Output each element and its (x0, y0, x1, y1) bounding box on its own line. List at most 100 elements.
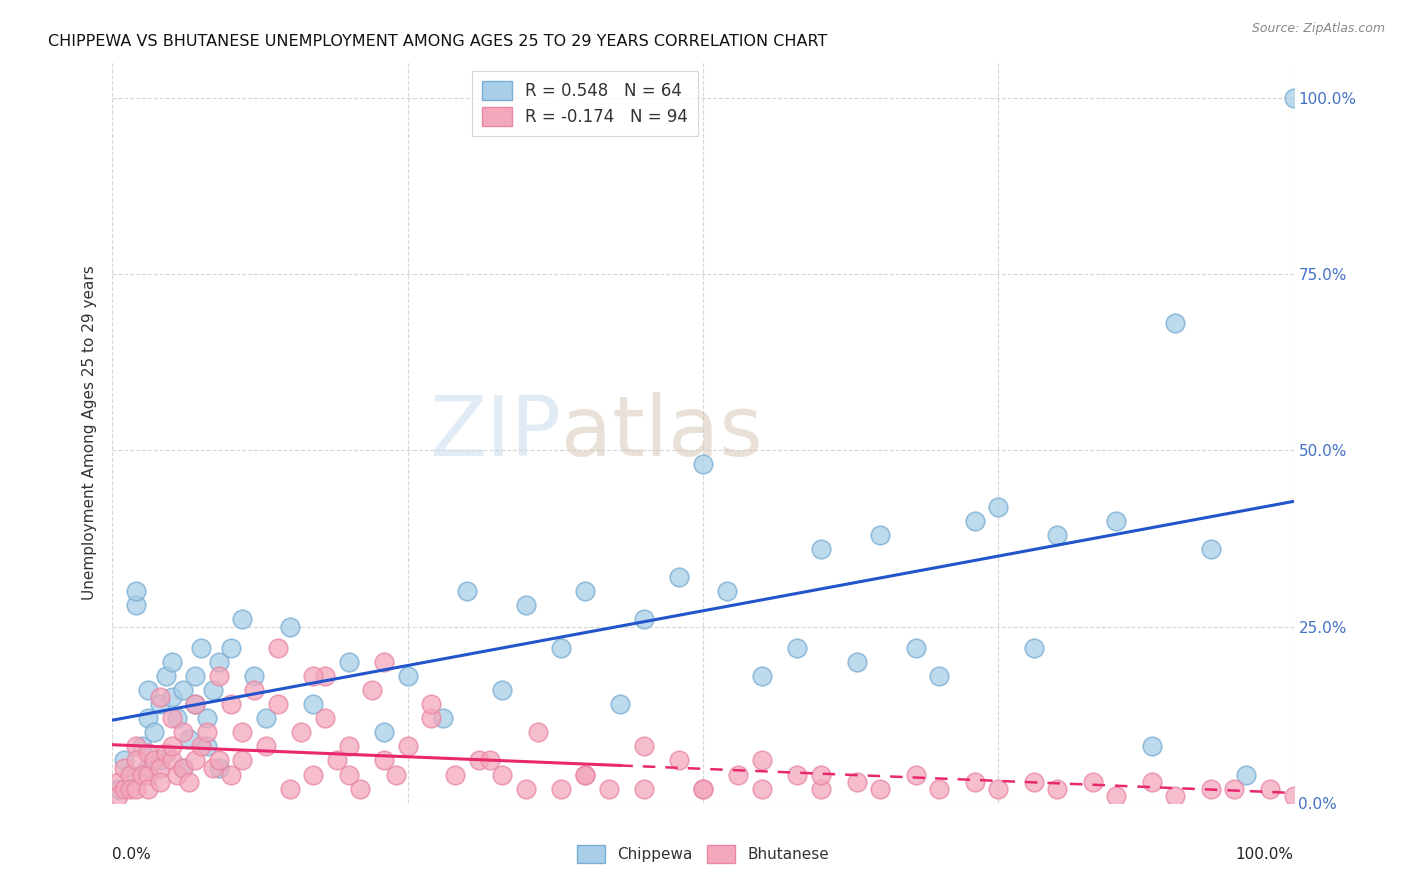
Point (302, 697, 325, 711)
Point (136, 683, 159, 698)
Point (208, 655, 231, 669)
Point (125, 754, 148, 768)
Point (668, 570, 690, 584)
Point (179, 732, 201, 747)
Point (155, 747, 177, 761)
Point (1046, 528, 1069, 542)
Point (278, 619, 301, 633)
Point (314, 711, 336, 725)
Point (598, 781, 620, 796)
Point (349, 781, 371, 796)
Point (373, 655, 395, 669)
Point (928, 781, 950, 796)
Point (184, 669, 207, 683)
Point (125, 739, 148, 754)
Point (396, 739, 419, 754)
Point (142, 754, 165, 768)
Point (107, 789, 129, 803)
Point (1282, 789, 1305, 803)
Point (195, 739, 218, 754)
Point (1199, 781, 1222, 796)
Point (160, 655, 183, 669)
Point (574, 584, 596, 599)
Point (302, 669, 325, 683)
Point (208, 760, 231, 774)
Point (243, 669, 266, 683)
Point (869, 528, 891, 542)
Point (267, 640, 290, 655)
Point (337, 739, 360, 754)
Point (125, 584, 148, 599)
Point (515, 781, 537, 796)
Point (195, 725, 218, 739)
Point (727, 767, 749, 781)
Point (326, 754, 349, 768)
Point (1022, 774, 1045, 789)
Point (120, 781, 142, 796)
Y-axis label: Unemployment Among Ages 25 to 29 years: Unemployment Among Ages 25 to 29 years (82, 265, 97, 600)
Point (904, 640, 927, 655)
Point (112, 781, 135, 796)
Point (928, 669, 950, 683)
Text: ZIP: ZIP (429, 392, 561, 473)
Point (810, 541, 832, 556)
Point (692, 781, 714, 796)
Point (231, 612, 253, 626)
Point (219, 640, 242, 655)
Point (869, 781, 891, 796)
Point (751, 754, 773, 768)
Point (786, 767, 808, 781)
Point (160, 711, 183, 725)
Point (149, 774, 172, 789)
Point (254, 711, 277, 725)
Point (125, 599, 148, 613)
Point (136, 747, 159, 761)
Point (208, 669, 231, 683)
Point (184, 754, 207, 768)
Point (1105, 789, 1128, 803)
Point (373, 725, 395, 739)
Point (373, 754, 395, 768)
Point (574, 767, 596, 781)
Point (1164, 789, 1187, 803)
Point (136, 760, 159, 774)
Text: CHIPPEWA VS BHUTANESE UNEMPLOYMENT AMONG AGES 25 TO 29 YEARS CORRELATION CHART: CHIPPEWA VS BHUTANESE UNEMPLOYMENT AMONG… (48, 34, 827, 49)
Point (396, 669, 419, 683)
Point (751, 669, 773, 683)
Point (190, 640, 212, 655)
Point (160, 690, 183, 704)
Point (190, 739, 212, 754)
Point (172, 725, 194, 739)
Point (278, 781, 301, 796)
Point (201, 760, 224, 774)
Point (1199, 541, 1222, 556)
Point (112, 760, 135, 774)
Point (963, 774, 986, 789)
Point (550, 781, 572, 796)
Point (1140, 739, 1163, 754)
Point (633, 781, 655, 796)
Point (456, 584, 478, 599)
Point (314, 669, 336, 683)
Point (290, 725, 312, 739)
Point (107, 774, 129, 789)
Point (172, 683, 194, 698)
Point (526, 725, 548, 739)
Point (231, 754, 253, 768)
Point (184, 697, 207, 711)
Point (149, 760, 172, 774)
Point (149, 697, 172, 711)
Point (1022, 640, 1045, 655)
Point (1046, 781, 1069, 796)
Point (131, 767, 153, 781)
Point (491, 767, 513, 781)
Point (131, 739, 153, 754)
Point (467, 754, 489, 768)
Point (574, 767, 596, 781)
Point (267, 697, 290, 711)
Point (515, 599, 537, 613)
Point (125, 781, 148, 796)
Point (112, 754, 135, 768)
Point (254, 739, 277, 754)
Point (609, 697, 631, 711)
